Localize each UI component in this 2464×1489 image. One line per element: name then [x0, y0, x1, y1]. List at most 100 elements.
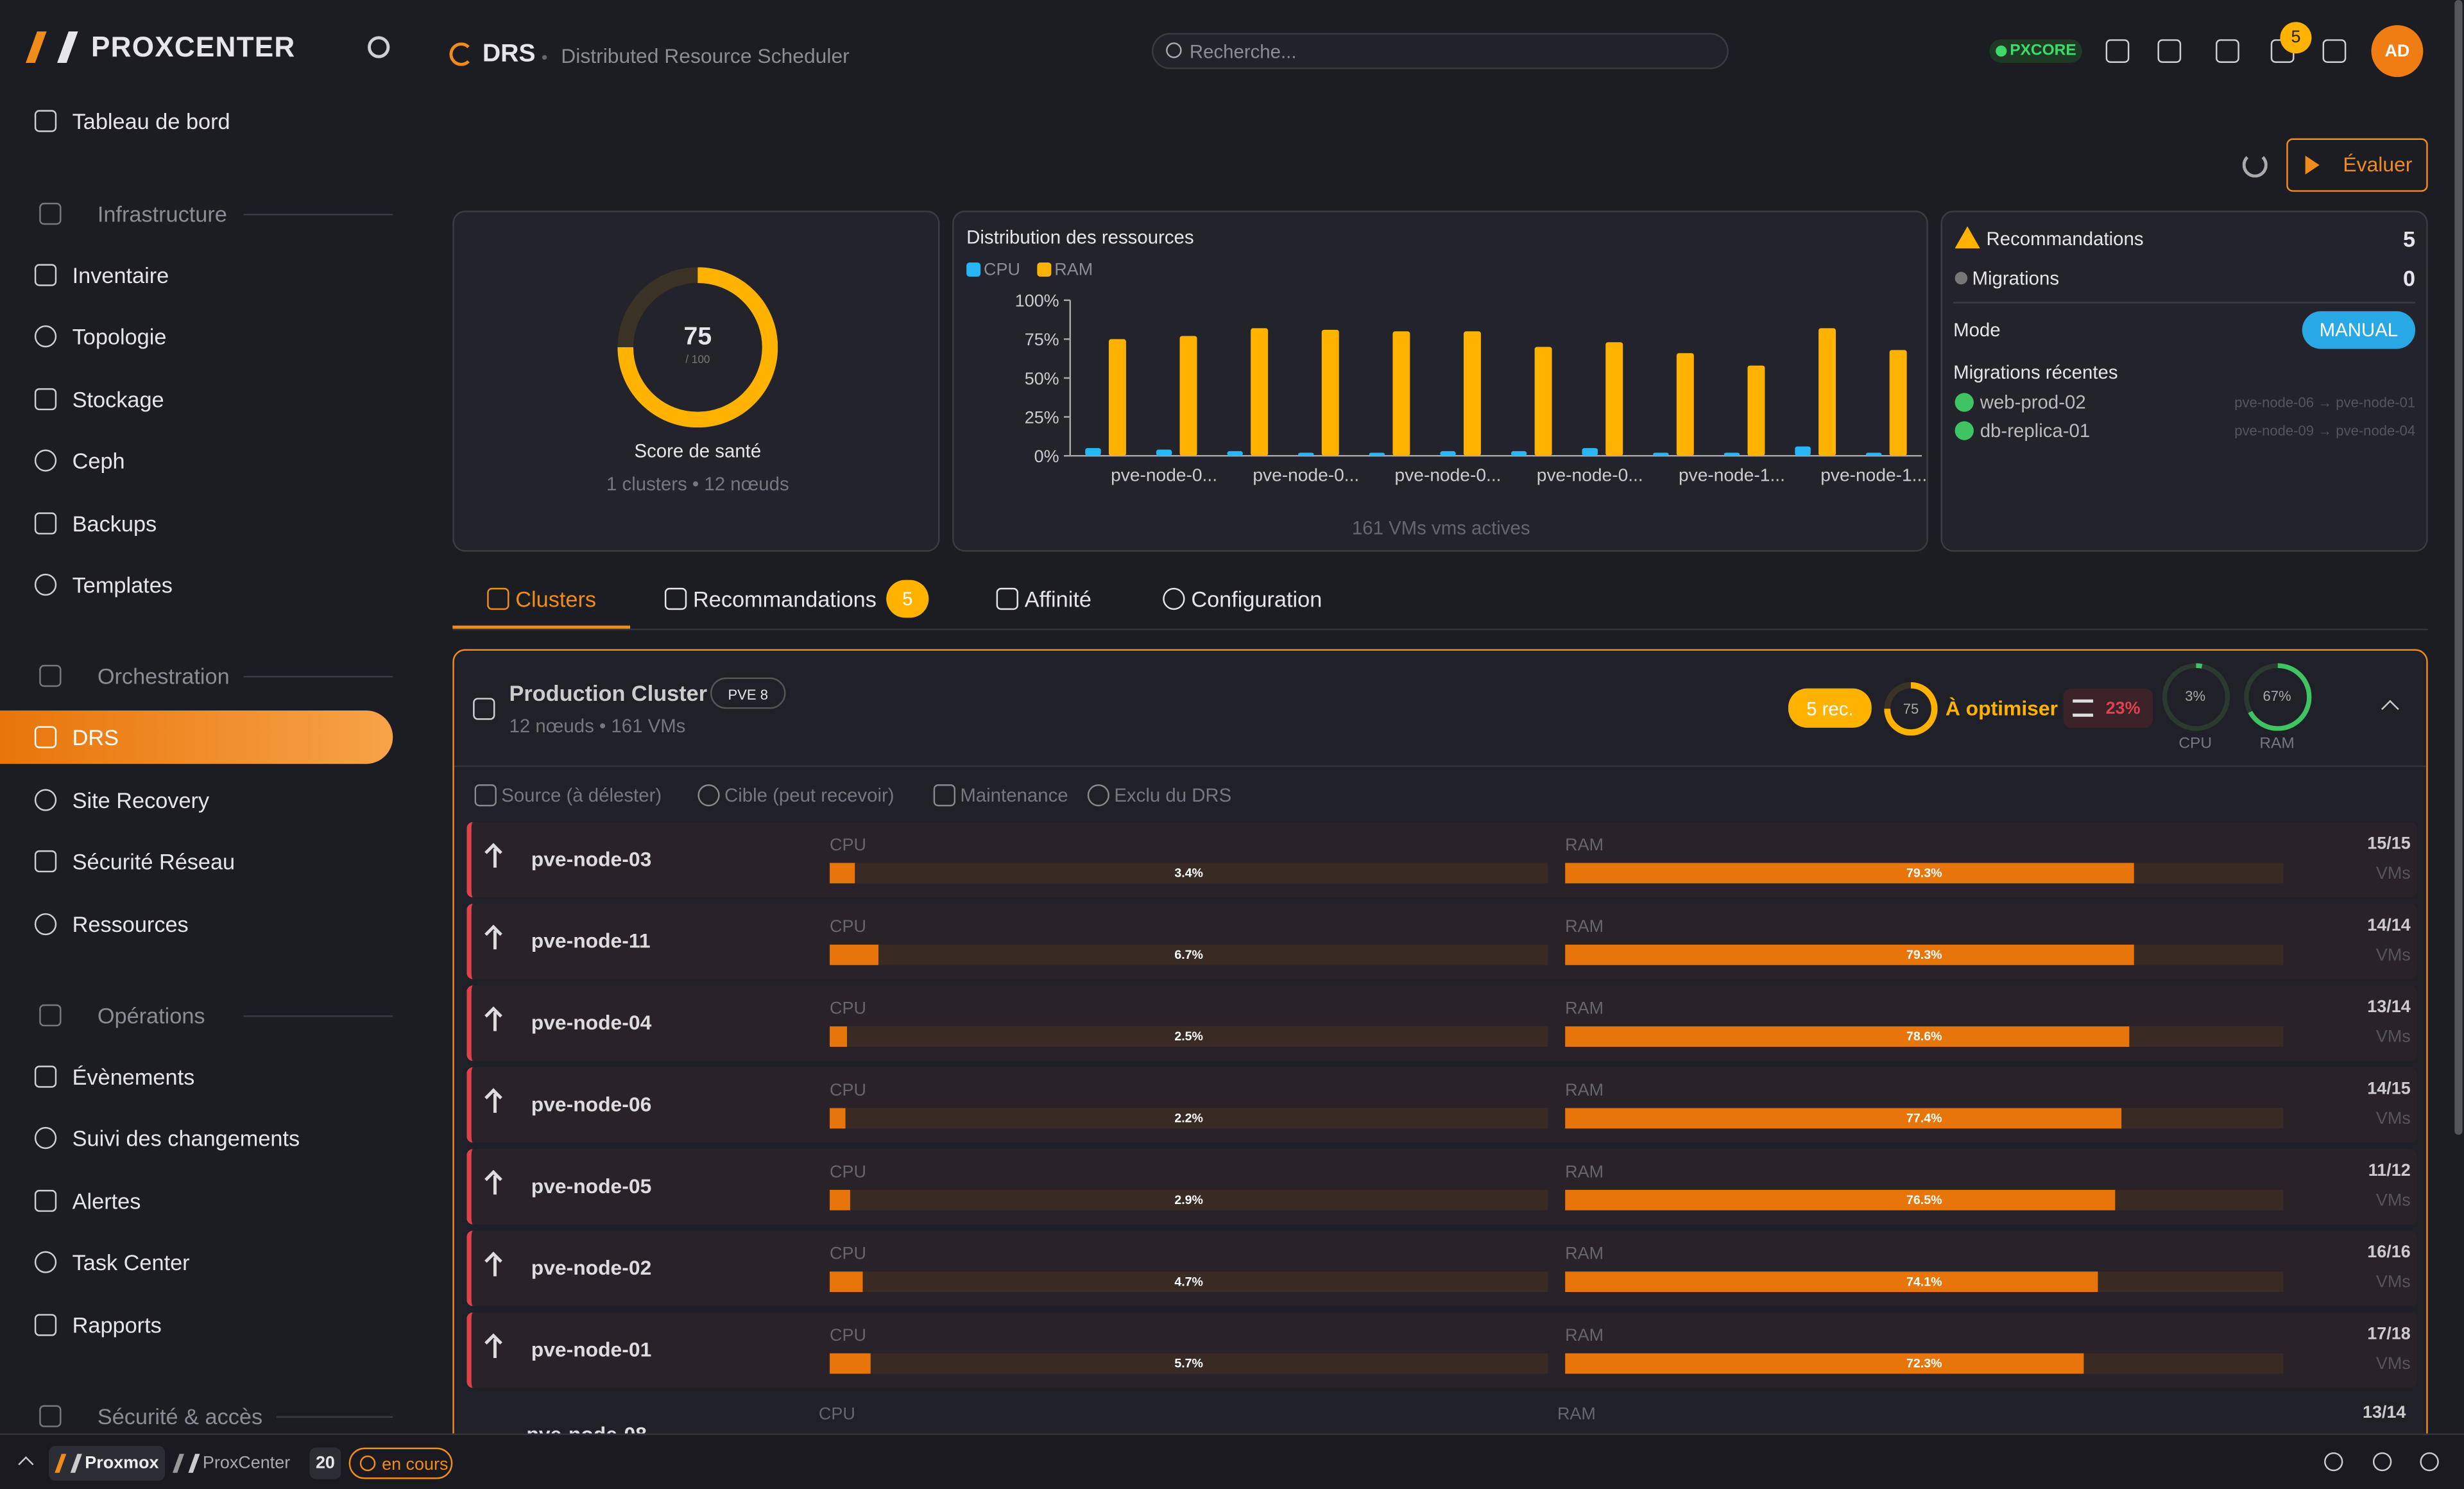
nav-item[interactable]: Topologie	[72, 324, 167, 350]
icon	[996, 587, 1018, 610]
nav-item[interactable]: Ceph	[72, 448, 125, 474]
usage-label: 79.3%	[1906, 865, 1942, 880]
icon	[1087, 784, 1109, 807]
node-row[interactable]: pve-node-05 CPU RAM 11/12 VMs 2.9% 76.5%	[466, 1149, 2417, 1225]
node-name: pve-node-11	[531, 929, 651, 953]
node-row[interactable]: pve-node-03 CPU RAM 15/15 VMs 3.4% 79.3%	[466, 822, 2417, 898]
bar	[1440, 451, 1456, 456]
recent-route: pve-node-06 → pve-node-01	[2234, 394, 2416, 411]
mig-count: 0	[2402, 265, 2416, 291]
scrollbar	[2454, 0, 2463, 1135]
refresh-button[interactable]	[2242, 152, 2268, 178]
cpu-heading: CPU	[818, 1405, 855, 1424]
nav-item[interactable]: DRS	[72, 725, 119, 751]
usage-label: 78.6%	[1906, 1028, 1942, 1043]
nav-item[interactable]: Ressources	[72, 911, 189, 936]
node-row[interactable]: pve-node-06 CPU RAM 14/15 VMs 2.2% 77.4%	[466, 1067, 2417, 1143]
tab[interactable]: Clusters	[515, 586, 597, 612]
vm-unit: VMs	[2375, 1273, 2411, 1293]
usage-bar	[830, 1108, 846, 1129]
nav-item[interactable]: Inventaire	[72, 262, 169, 288]
bar-chart: 0% 25% 50% 75% 100% pve-node-0... pve-node-0..…	[1015, 291, 1927, 485]
icon	[39, 1004, 62, 1027]
toolbar-icon[interactable]	[2322, 39, 2347, 63]
icon	[39, 1405, 62, 1427]
nav-item[interactable]: Templates	[72, 572, 173, 598]
search[interactable]: Recherche...	[1152, 33, 1729, 69]
nav-item[interactable]: Site Recovery	[72, 787, 210, 813]
icon	[664, 587, 687, 610]
toolbar-icon[interactable]	[2216, 39, 2239, 63]
bar	[1464, 331, 1481, 456]
avatar[interactable]: AD	[2371, 25, 2424, 78]
gauge-label: 67%	[2263, 688, 2291, 705]
nav-item[interactable]: Stockage	[72, 386, 164, 412]
logo	[172, 1454, 200, 1473]
tab[interactable]: Configuration	[1191, 586, 1322, 612]
icon	[34, 388, 57, 410]
nav-item[interactable]: Task Center	[72, 1250, 190, 1275]
bar	[1179, 336, 1197, 456]
ram-heading: RAM	[1565, 1244, 1604, 1264]
evaluate-button[interactable]: Évaluer	[2286, 138, 2428, 192]
bar-icon[interactable]	[2372, 1452, 2392, 1472]
nav-item[interactable]: Évènements	[72, 1063, 195, 1090]
bar	[1724, 452, 1740, 456]
nav-item[interactable]: Alertes	[72, 1187, 141, 1214]
rec-badge: 5 rec.	[1788, 688, 1872, 728]
host-tab[interactable]: ProxCenter	[167, 1446, 296, 1481]
cpu-heading: CPU	[830, 1326, 866, 1346]
usage-bar	[830, 1189, 851, 1210]
vm-unit: VMs	[2375, 1355, 2411, 1374]
section-rule	[277, 1416, 393, 1418]
bar	[1156, 449, 1172, 456]
tab[interactable]: Recommandations	[693, 586, 877, 612]
node-list: pve-node-03 CPU RAM 15/15 VMs 3.4% 79.3% pve-no…	[454, 767, 2426, 1435]
usage-bar	[830, 1353, 871, 1374]
nav-item[interactable]: Backups	[72, 510, 157, 536]
node-name: pve-node-04	[531, 1010, 652, 1035]
dot	[542, 55, 547, 60]
cluster-summary: 12 nœuds • 161 VMs	[509, 715, 686, 737]
usage-bar	[830, 863, 855, 884]
nav-item[interactable]: Rapports	[72, 1311, 162, 1338]
collapse-chevron[interactable]	[2381, 700, 2399, 718]
bar-icon[interactable]	[2324, 1452, 2343, 1472]
health-summary: 1 clusters • 12 nœuds	[606, 473, 789, 495]
node-row[interactable]: pve-node-08 CPU RAM 13/14	[466, 1394, 2417, 1435]
nav-item[interactable]: Suivi des changements	[72, 1126, 300, 1151]
source-arrow	[493, 1175, 497, 1195]
host-tab[interactable]: Proxmox	[48, 1446, 166, 1481]
section-rule	[243, 1015, 393, 1017]
usage-bar	[1565, 863, 2135, 884]
usage-bar	[830, 1026, 848, 1047]
icon	[34, 1127, 57, 1150]
sidebar-toggle[interactable]	[368, 36, 390, 58]
legend-item: Exclu du DRS	[1114, 784, 1232, 807]
node-row[interactable]: pve-node-02 CPU RAM 16/16 VMs 4.7% 74.1%	[466, 1230, 2417, 1307]
spinner	[359, 1455, 376, 1472]
panel: 75 / 100 Score de santé 1 clusters • 12 nœu…	[452, 211, 940, 552]
nav-item[interactable]: Tableau de bord	[72, 108, 230, 134]
cluster-panel: Production Cluster PVE 8 12 nœuds • 161 VM…	[452, 649, 2428, 1467]
y-tick-label: 50%	[1025, 369, 1059, 388]
node-row[interactable]: pve-node-11 CPU RAM 14/14 VMs 6.7% 79.3%	[466, 904, 2417, 979]
chevron-up[interactable]	[18, 1456, 34, 1472]
toolbar-icon[interactable]	[2157, 39, 2182, 63]
bar	[1227, 451, 1243, 456]
tab[interactable]: Affinité	[1024, 586, 1091, 612]
nav-item[interactable]: Sécurité Réseau	[72, 848, 235, 875]
toolbar-icon[interactable]	[2105, 39, 2130, 63]
cluster-rule	[454, 765, 2427, 768]
node-row[interactable]: pve-node-04 CPU RAM 13/14 VMs 2.5% 78.6%	[466, 985, 2417, 1062]
bar	[1392, 331, 1410, 456]
gauge-label: 75	[1903, 701, 1919, 717]
usage-label: 2.5%	[1174, 1028, 1203, 1043]
rec-badge-text: 5 rec.	[1806, 697, 1854, 719]
usage-bar	[1565, 1271, 2098, 1293]
version: PVE 8	[728, 685, 768, 702]
usage-label: 76.5%	[1906, 1192, 1942, 1207]
bar-icon[interactable]	[2420, 1452, 2439, 1472]
health-gauge	[617, 267, 778, 428]
node-row[interactable]: pve-node-01 CPU RAM 17/18 VMs 5.7% 72.3%	[466, 1312, 2417, 1388]
